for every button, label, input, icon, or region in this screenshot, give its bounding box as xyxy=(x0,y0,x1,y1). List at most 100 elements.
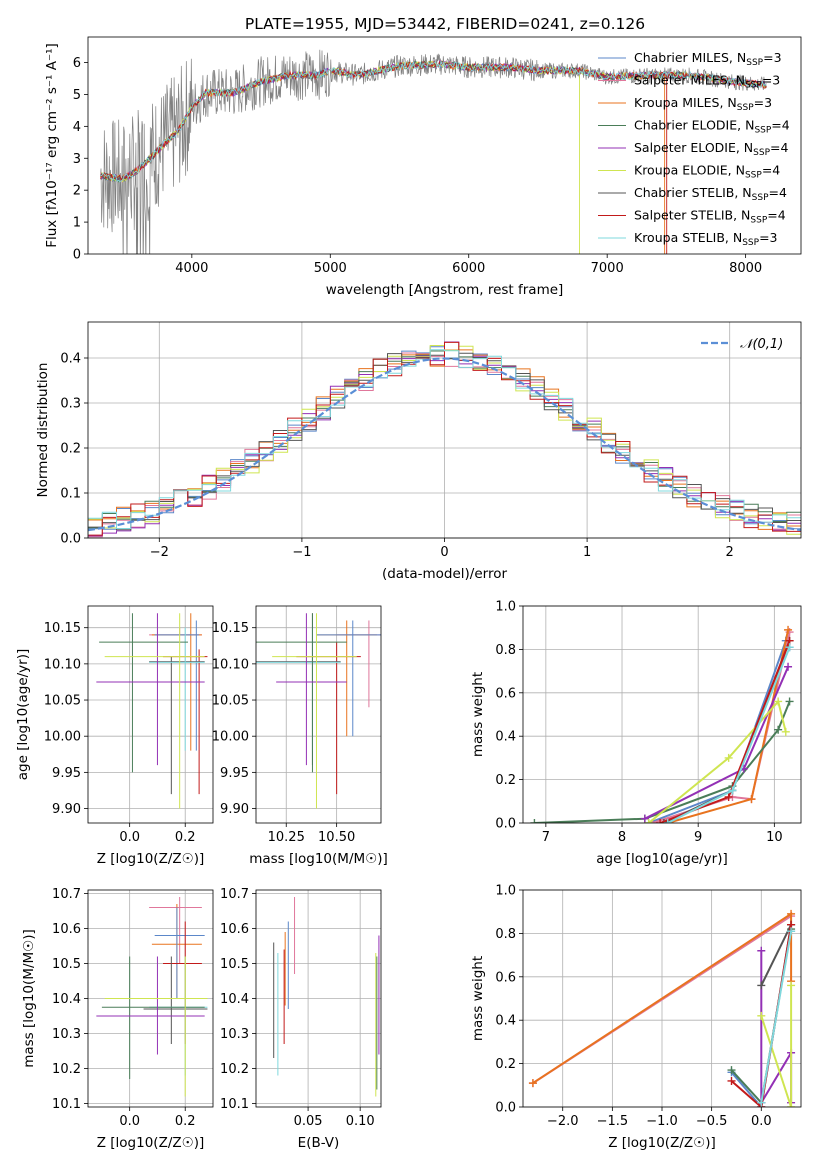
weight-marker xyxy=(530,819,539,823)
chart-panel-4: 10.25 10.50 9.90 9.95 10.00 10.05 10.10 10.15 ma… xyxy=(212,605,388,867)
x-tick-label: −1.0 xyxy=(646,1114,678,1129)
legend-label-3: Kroupa MILES, NSSP=3 xyxy=(634,95,772,113)
y-tick-label: 4 xyxy=(73,120,81,135)
weight-marker xyxy=(640,814,649,823)
weight-marker xyxy=(757,946,766,955)
y-tick-label: 6 xyxy=(73,56,81,71)
weight-marker xyxy=(644,819,653,823)
legend-label-6: Kroupa ELODIE, NSSP=4 xyxy=(634,163,780,181)
weight-marker xyxy=(724,753,733,762)
x-tick-label: 0.0 xyxy=(751,1114,772,1129)
y-tick-label: 9.90 xyxy=(220,802,249,817)
y-tick-label: 5 xyxy=(73,88,81,103)
x-tick-label: −2.0 xyxy=(547,1114,579,1129)
figure-title: PLATE=1955, MJD=53442, FIBERID=0241, z=0… xyxy=(245,15,645,33)
y-tick-label: 0.8 xyxy=(495,643,516,658)
axes-frame xyxy=(87,605,214,824)
y-axis-label: Flux [fλ10⁻¹⁷ erg cm⁻² s⁻¹ A⁻¹] xyxy=(44,43,60,248)
x-tick-label: 0.0 xyxy=(119,830,140,845)
weight-line-9 xyxy=(760,931,793,1103)
legend-label-4: Chabrier ELODIE, NSSP=4 xyxy=(634,118,790,136)
x-tick-label: 8000 xyxy=(729,261,762,276)
chart-panel-7: 0.05 0.10 10.1 10.2 10.3 10.4 10.5 10.6 10.7 E(B-… xyxy=(220,887,382,1151)
x-tick-label: 7000 xyxy=(591,261,624,276)
plot-area xyxy=(530,625,794,823)
axes-frame xyxy=(522,605,802,824)
y-tick-label: 9.90 xyxy=(52,802,81,817)
weight-marker xyxy=(787,909,796,918)
histogram-step-9 xyxy=(88,349,801,538)
y-axis-label: age [log10(age/yr)] xyxy=(15,649,31,781)
weight-line-1 xyxy=(648,638,791,823)
y-tick-label: 10.4 xyxy=(220,992,249,1007)
weight-marker xyxy=(785,697,794,706)
y-tick-label: 2 xyxy=(73,184,81,199)
x-tick-label: −2 xyxy=(150,545,169,560)
x-tick-label: 8 xyxy=(618,830,626,845)
x-tick-label: 0 xyxy=(440,545,448,560)
x-tick-label: −1.5 xyxy=(597,1114,629,1129)
weight-marker xyxy=(757,1098,766,1107)
weight-marker xyxy=(727,1066,736,1075)
legend-label-9: Kroupa STELIB, NSSP=3 xyxy=(634,230,778,248)
y-tick-label: 0.8 xyxy=(495,927,516,942)
weight-marker xyxy=(774,725,783,734)
plot-area xyxy=(256,613,381,809)
y-tick-label: 10.6 xyxy=(52,922,81,937)
chart-panel-1: Chabrier MILES, NSSP=3 Salpeter MILES, NS… xyxy=(44,36,802,298)
y-tick-label: 0.3 xyxy=(60,397,81,412)
x-tick-label: 10.25 xyxy=(268,830,305,845)
y-tick-label: 0.2 xyxy=(60,442,81,457)
x-tick-label: 7 xyxy=(542,830,550,845)
weight-marker xyxy=(774,697,783,706)
y-tick-label: 10.15 xyxy=(44,621,81,636)
x-tick-label: 0.0 xyxy=(119,1114,140,1129)
x-axis-label: wavelength [Angstrom, rest frame] xyxy=(326,282,564,298)
y-tick-label: 0.6 xyxy=(495,970,516,985)
x-tick-label: 10 xyxy=(766,830,783,845)
x-axis-label: age [log10(age/yr)] xyxy=(596,851,728,867)
data-spectrum-line xyxy=(100,49,767,254)
y-tick-label: 0.2 xyxy=(495,773,516,788)
x-axis-label: mass [log10(M/M☉)] xyxy=(249,851,388,867)
y-tick-label: 0.2 xyxy=(495,1057,516,1072)
weight-marker xyxy=(757,981,766,990)
legend-label-normal: 𝒩(0,1) xyxy=(740,337,783,352)
legend-label-5: Salpeter ELODIE, NSSP=4 xyxy=(634,140,789,158)
y-tick-label: 1.0 xyxy=(495,884,516,899)
weight-marker xyxy=(784,662,793,671)
chart-panel-8: −2.0 −1.5 −1.0 −0.5 0.0 0.0 0.2 0.4 0.6 0.8 1.0 Z [… xyxy=(470,884,802,1151)
plot-area xyxy=(100,49,767,254)
chart-panel-2: 𝒩(0,1) −2 −1 0 1 2 0.0 0.1 0.2 0.3 0.4 (data-model)… xyxy=(35,321,802,582)
y-tick-label: 10.3 xyxy=(220,1027,249,1042)
y-tick-label: 9.95 xyxy=(220,766,249,781)
y-tick-label: 1 xyxy=(73,216,81,231)
x-tick-label: 0.2 xyxy=(175,1114,196,1129)
y-tick-label: 10.7 xyxy=(220,887,249,902)
y-tick-label: 0 xyxy=(73,248,81,263)
weight-marker xyxy=(747,795,756,804)
y-tick-label: 10.05 xyxy=(44,694,81,709)
y-tick-label: 10.10 xyxy=(44,657,81,672)
weight-marker xyxy=(528,1079,537,1088)
x-tick-label: 4000 xyxy=(175,261,208,276)
y-tick-label: 1.0 xyxy=(495,600,516,615)
y-tick-label: 10.1 xyxy=(220,1097,249,1112)
plot-area xyxy=(96,613,208,809)
x-axis-label: E(B-V) xyxy=(298,1135,340,1151)
y-tick-label: 0.6 xyxy=(495,686,516,701)
weight-marker xyxy=(785,643,794,652)
x-tick-label: 0.2 xyxy=(175,830,196,845)
x-tick-label: −1 xyxy=(292,545,311,560)
weight-marker xyxy=(757,1011,766,1020)
weight-line-6 xyxy=(760,985,793,1107)
weight-marker xyxy=(728,786,737,795)
x-tick-label: 2 xyxy=(726,545,734,560)
plot-area xyxy=(88,341,801,538)
weight-marker xyxy=(781,727,790,736)
y-tick-label: 10.2 xyxy=(52,1062,81,1077)
y-tick-label: 0.0 xyxy=(495,817,516,832)
weight-line-7 xyxy=(760,924,792,986)
weight-marker xyxy=(787,1103,796,1107)
